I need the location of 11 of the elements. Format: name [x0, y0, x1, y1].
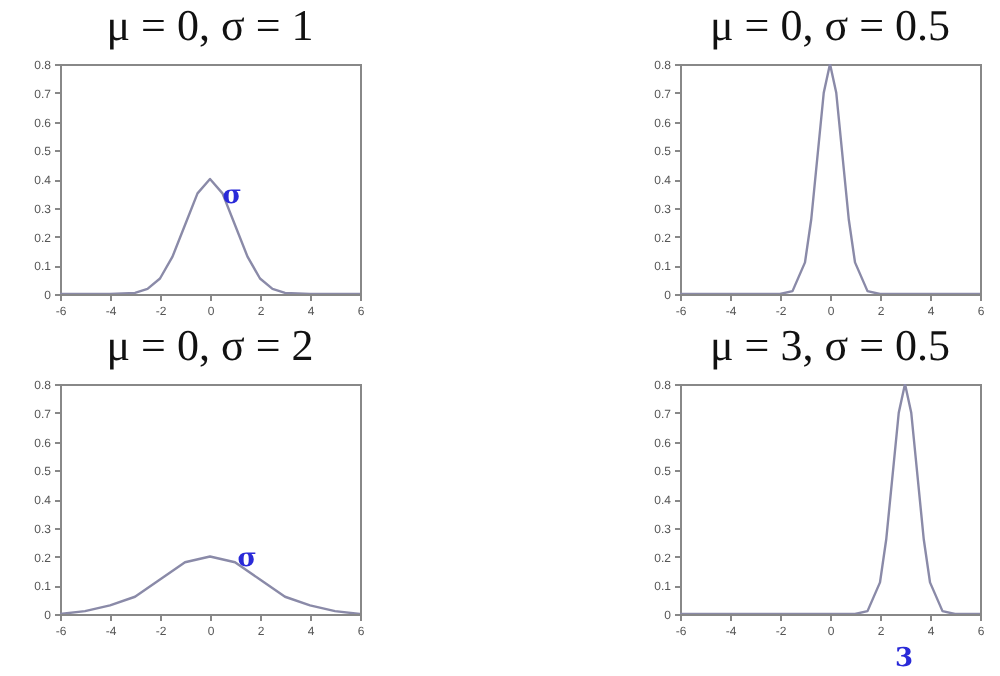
chart-title: μ = 0, σ = 0.5 — [710, 0, 950, 50]
chart-title: μ = 0, σ = 1 — [106, 0, 314, 50]
line-series — [60, 555, 360, 614]
line-series — [680, 384, 980, 614]
line-series — [680, 64, 980, 294]
chart-title: μ = 0, σ = 2 — [106, 320, 314, 370]
chart-title: μ = 3, σ = 0.5 — [710, 320, 950, 370]
annotation: σ — [237, 544, 257, 575]
text: 3 — [894, 644, 914, 674]
annotation: σ — [222, 181, 242, 212]
line-series — [60, 177, 360, 294]
